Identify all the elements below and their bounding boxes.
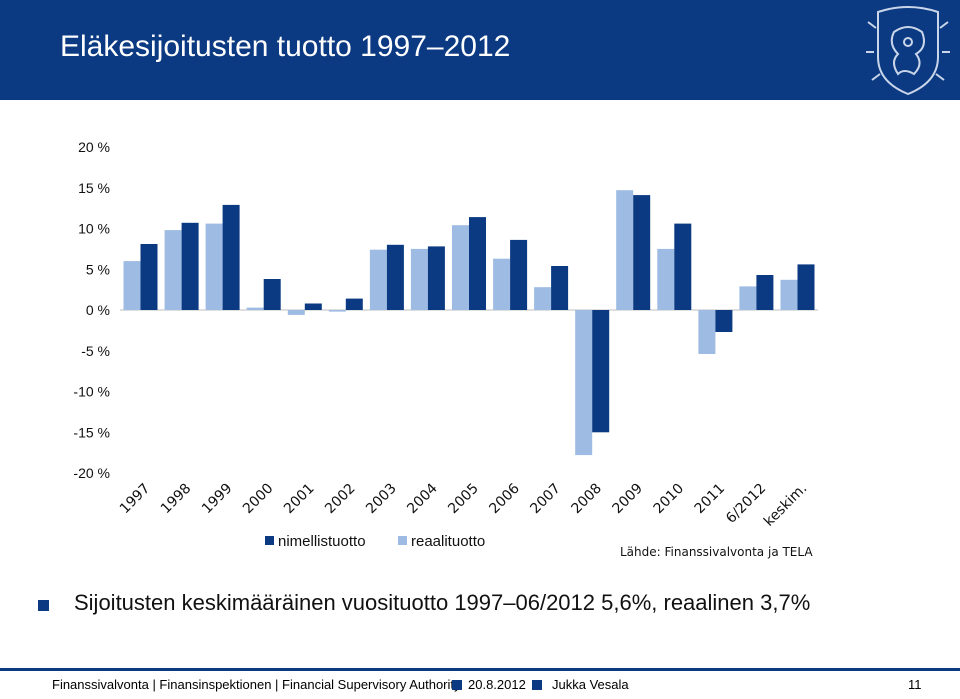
footer-author: Jukka Vesala xyxy=(552,677,629,692)
bar-real xyxy=(246,307,264,310)
returns-bar-chart: 20 % 15 % 10 % 5 % 0 % -5 % -10 % -15 % -20 % 19… xyxy=(73,139,818,559)
y-tick-label: 20 % xyxy=(78,139,110,155)
bar-nominal xyxy=(715,310,733,332)
bar-nominal xyxy=(222,204,240,310)
bar-real xyxy=(780,279,798,310)
bar-real xyxy=(452,225,469,310)
footer-organization: Finanssivalvonta | Finansinspektionen | … xyxy=(52,677,461,692)
y-tick-label: -5 % xyxy=(81,343,110,359)
bar-real xyxy=(123,261,141,310)
legend-swatch-nominal xyxy=(265,536,274,545)
summary-text: Sijoitusten keskimääräinen vuosituotto 1… xyxy=(74,590,811,615)
bar-nominal xyxy=(427,246,445,310)
y-tick-label: 5 % xyxy=(86,261,110,277)
footer-date: 20.8.2012 xyxy=(468,677,526,692)
bar-nominal xyxy=(674,223,692,310)
bar-nominal xyxy=(140,244,158,310)
bar-nominal xyxy=(633,195,651,310)
bar-real xyxy=(328,310,346,312)
bar-real xyxy=(369,249,387,310)
legend-label-nominal: nimellistuotto xyxy=(278,533,366,550)
x-tick-label: 2006 xyxy=(486,480,523,517)
bar-nominal xyxy=(304,303,322,310)
legend-label-real: reaalituotto xyxy=(411,533,485,550)
x-tick-label: 2002 xyxy=(322,481,359,518)
bar-real xyxy=(698,310,716,354)
x-tick-label: 1997 xyxy=(117,481,154,518)
y-tick-label: -10 % xyxy=(73,384,110,400)
bar-nominal xyxy=(386,244,404,310)
x-tick-label: 2008 xyxy=(568,481,605,518)
coat-of-arms-logo xyxy=(866,6,950,96)
bar-nominal xyxy=(469,217,486,310)
x-tick-label: 2004 xyxy=(404,480,441,517)
bar-nominal xyxy=(756,275,774,310)
slide-title: Eläkesijoitusten tuotto 1997–2012 xyxy=(60,30,511,63)
bar-real xyxy=(287,310,305,315)
title-bar: Eläkesijoitusten tuotto 1997–2012 xyxy=(0,0,960,100)
bar-real xyxy=(205,223,223,310)
bar-real xyxy=(739,286,757,310)
bar-nominal xyxy=(181,222,199,310)
y-tick-label: -15 % xyxy=(73,424,110,440)
bar-nominal xyxy=(797,264,815,310)
footer: Finanssivalvonta | Finansinspektionen | … xyxy=(0,673,960,699)
bar-nominal xyxy=(345,298,363,310)
x-tick-label: 1999 xyxy=(199,481,236,518)
bar-real xyxy=(493,258,511,310)
bar-nominal xyxy=(592,310,610,433)
y-tick-label: 0 % xyxy=(86,302,110,318)
x-tick-label: 1998 xyxy=(158,481,195,518)
x-tick-label: 2009 xyxy=(610,481,647,518)
source-note: Lähde: Finanssivalvonta ja TELA xyxy=(620,545,813,559)
y-tick-label: -20 % xyxy=(73,465,110,481)
chart-legend: nimellistuotto reaalituotto xyxy=(265,533,485,550)
x-tick-label: 2003 xyxy=(363,481,400,518)
bar-nominal xyxy=(510,239,528,310)
footer-square-icon xyxy=(532,680,542,690)
footer-square-icon xyxy=(452,680,462,690)
bullet-square-icon xyxy=(38,600,49,611)
y-tick-label: 10 % xyxy=(78,221,110,237)
bar-nominal xyxy=(551,266,569,310)
footer-page-number: 11 xyxy=(908,677,922,692)
x-tick-label: keskim. xyxy=(761,481,810,530)
x-tick-label: 2011 xyxy=(692,481,729,518)
bar-nominal xyxy=(263,279,281,310)
x-tick-label: 2000 xyxy=(240,481,277,518)
bar-real xyxy=(657,248,675,310)
bar-real xyxy=(410,248,428,310)
bar-real xyxy=(534,287,552,310)
y-tick-label: 15 % xyxy=(78,180,110,196)
bar-real xyxy=(616,190,634,310)
x-tick-label: 2010 xyxy=(651,481,688,518)
x-tick-label: 2001 xyxy=(281,481,318,518)
x-tick-label: 2005 xyxy=(445,481,482,518)
footer-divider xyxy=(0,668,960,671)
summary-bullet: Sijoitusten keskimääräinen vuosituotto 1… xyxy=(38,590,938,620)
bar-real xyxy=(575,310,593,456)
bar-real xyxy=(164,230,182,310)
x-tick-label: 2007 xyxy=(527,481,564,518)
legend-swatch-real xyxy=(398,536,407,545)
